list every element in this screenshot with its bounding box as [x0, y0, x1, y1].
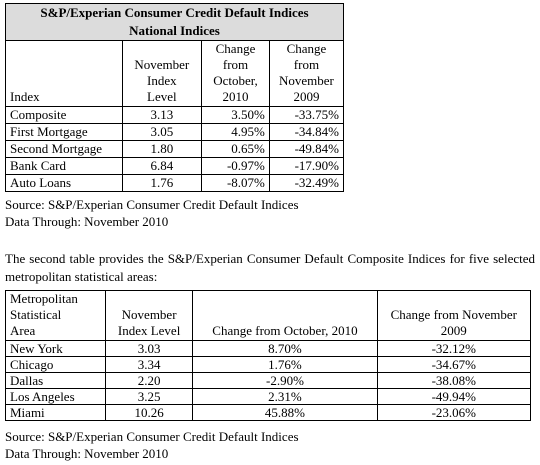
- header-change-from-october: Change from October, 2010: [192, 290, 378, 341]
- table-row: First Mortgage 3.05 4.95% -34.84%: [5, 123, 345, 141]
- index-level: 3.25: [104, 388, 194, 405]
- table-row: Dallas 2.20 -2.90% -38.08%: [5, 372, 532, 389]
- table-row: Composite 3.13 3.50% -33.75%: [5, 106, 345, 124]
- header-november-index-level: November Index Level: [121, 40, 203, 107]
- metro-indices-table: Metropolitan Statistical Area November I…: [5, 290, 532, 421]
- national-indices-table: S&P/Experian Consumer Credit Default Ind…: [5, 3, 345, 192]
- change-october: -0.97%: [201, 157, 270, 175]
- header-text: Area: [10, 323, 36, 338]
- change-october: 1.76%: [192, 356, 378, 373]
- table-row: Second Mortgage 1.80 0.65% -49.84%: [5, 140, 345, 158]
- change-october: -2.90%: [192, 372, 378, 389]
- table1-source: Source: S&P/Experian Consumer Credit Def…: [5, 197, 299, 212]
- header-text: from: [293, 57, 320, 72]
- change-october: -8.07%: [201, 174, 270, 192]
- header-text: November: [279, 73, 334, 88]
- table-row: Chicago 3.34 1.76% -34.67%: [5, 356, 532, 373]
- area-name: Miami: [5, 404, 106, 421]
- header-text: Change: [286, 41, 327, 56]
- change-october: 0.65%: [201, 140, 270, 158]
- header-text: Index Level: [117, 323, 181, 338]
- index-level: 10.26: [104, 404, 194, 421]
- change-november: -23.06%: [376, 404, 532, 421]
- header-text: October,: [213, 73, 258, 88]
- header-text: Change: [215, 41, 256, 56]
- intro-paragraph: The second table provides the S&P/Experi…: [5, 251, 535, 284]
- change-october: 2.31%: [192, 388, 378, 405]
- change-october: 3.50%: [201, 106, 270, 124]
- header-text: Statistical: [10, 307, 62, 322]
- index-level: 3.05: [121, 123, 203, 141]
- index-name: First Mortgage: [5, 123, 123, 141]
- table-row: Auto Loans 1.76 -8.07% -32.49%: [5, 174, 345, 192]
- header-text: November: [121, 307, 177, 322]
- index-level: 3.13: [121, 106, 203, 124]
- index-level: 1.80: [121, 140, 203, 158]
- header-text: from: [222, 57, 249, 72]
- header-november-index-level: November Index Level: [104, 290, 194, 341]
- area-name: Dallas: [5, 372, 106, 389]
- change-november: -49.94%: [376, 388, 532, 405]
- table-title-line-1: S&P/Experian Consumer Credit Default Ind…: [40, 5, 309, 20]
- table2-source: Source: S&P/Experian Consumer Credit Def…: [5, 429, 299, 444]
- header-index: Index: [5, 40, 123, 107]
- header-text: Change from November: [390, 307, 517, 322]
- change-november: -32.12%: [376, 340, 532, 357]
- header-text: Index: [147, 73, 177, 88]
- index-level: 6.84: [121, 157, 203, 175]
- header-metropolitan-area: Metropolitan Statistical Area: [5, 290, 106, 341]
- change-november: -33.75%: [268, 106, 345, 124]
- index-name: Composite: [5, 106, 123, 124]
- index-level: 3.34: [104, 356, 194, 373]
- change-october: 8.70%: [192, 340, 378, 357]
- change-november: -49.84%: [268, 140, 345, 158]
- change-october: 4.95%: [201, 123, 270, 141]
- index-name: Bank Card: [5, 157, 123, 175]
- table2-data-through: Data Through: November 2010: [5, 446, 169, 461]
- table-row: Bank Card 6.84 -0.97% -17.90%: [5, 157, 345, 175]
- index-level: 3.03: [104, 340, 194, 357]
- table-row: Miami 10.26 45.88% -23.06%: [5, 404, 532, 421]
- table-row: New York 3.03 8.70% -32.12%: [5, 340, 532, 357]
- header-text: 2010: [222, 89, 249, 104]
- index-level: 1.76: [121, 174, 203, 192]
- header-change-from-october: Change from October, 2010: [201, 40, 270, 107]
- header-change-from-november: Change from November 2009: [268, 40, 345, 107]
- table-title-row: S&P/Experian Consumer Credit Default Ind…: [5, 3, 344, 41]
- header-text: Level: [147, 89, 177, 104]
- table-header-row: Metropolitan Statistical Area November I…: [5, 290, 532, 341]
- change-november: -38.08%: [376, 372, 532, 389]
- change-november: -32.49%: [268, 174, 345, 192]
- index-name: Second Mortgage: [5, 140, 123, 158]
- header-text: November: [134, 57, 190, 72]
- change-november: -34.84%: [268, 123, 345, 141]
- table-row: Los Angeles 3.25 2.31% -49.94%: [5, 388, 532, 405]
- table1-data-through: Data Through: November 2010: [5, 214, 169, 229]
- header-text: 2009: [293, 89, 320, 104]
- change-october: 45.88%: [192, 404, 378, 421]
- header-text: 2009: [440, 323, 467, 338]
- header-change-from-november: Change from November 2009: [376, 290, 532, 341]
- change-november: -34.67%: [376, 356, 532, 373]
- table-title: S&P/Experian Consumer Credit Default Ind…: [5, 3, 344, 41]
- index-name: Auto Loans: [5, 174, 123, 192]
- change-november: -17.90%: [268, 157, 345, 175]
- area-name: Los Angeles: [5, 388, 106, 405]
- table-header-row: Index November Index Level Change from O…: [5, 40, 345, 107]
- header-text: Metropolitan: [10, 291, 78, 306]
- area-name: New York: [5, 340, 106, 357]
- area-name: Chicago: [5, 356, 106, 373]
- table-title-line-2: National Indices: [129, 23, 220, 38]
- index-level: 2.20: [104, 372, 194, 389]
